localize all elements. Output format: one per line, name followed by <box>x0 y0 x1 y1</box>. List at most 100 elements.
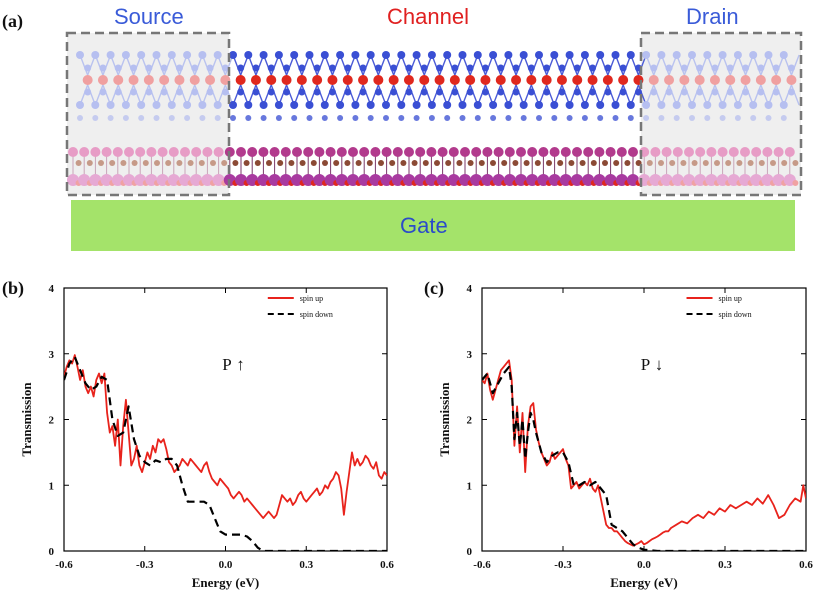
substrate-atom <box>482 147 493 157</box>
atom-edge <box>168 115 175 121</box>
atom-metal <box>572 75 583 85</box>
atom-top <box>473 51 482 59</box>
atom-mid <box>558 64 566 72</box>
atom-metal <box>82 75 93 85</box>
atom-mid <box>374 88 382 96</box>
atom-edge <box>566 115 573 121</box>
plot-frame <box>481 287 807 552</box>
atom-metal <box>664 75 675 85</box>
atom-bottom <box>76 101 84 109</box>
substrate-atom <box>109 160 116 166</box>
y-tick-label: 0 <box>49 546 55 558</box>
x-tick-label: 0.0 <box>219 559 233 571</box>
atom-bottom <box>504 101 513 109</box>
atom-mid <box>680 88 688 96</box>
atom-metal <box>587 75 598 85</box>
atom-edge <box>581 115 588 121</box>
atom-bottom <box>657 101 666 109</box>
atom-mid <box>390 88 398 96</box>
substrate-atom <box>680 160 687 166</box>
legend-entry: spin up <box>719 294 742 303</box>
substrate-atom <box>404 147 414 157</box>
atom-mid <box>466 88 474 96</box>
atom-top <box>76 51 84 59</box>
substrate-atom <box>792 180 799 186</box>
atom-mid <box>451 88 459 96</box>
substrate-atom <box>90 147 101 157</box>
atom-metal <box>709 75 720 85</box>
atom-bottom <box>519 101 528 109</box>
atom-top <box>244 51 253 59</box>
substrate-atom <box>672 147 683 157</box>
atom-mid <box>436 88 444 96</box>
atom-top <box>688 51 696 59</box>
atom-mid <box>757 64 765 72</box>
atom-top <box>672 51 681 59</box>
substrate-atom <box>135 147 146 157</box>
atom-mid <box>84 88 92 96</box>
atom-mid <box>221 64 229 72</box>
atom-mid <box>451 64 459 72</box>
device-structure: (a) Source Channel Drain Gate <box>2 4 803 251</box>
atom-mid <box>283 64 291 72</box>
atom-edge <box>77 115 83 121</box>
atom-edge <box>398 115 405 121</box>
substrate-atom <box>740 147 750 157</box>
atom-edge <box>184 115 191 121</box>
atom-mid <box>298 88 306 96</box>
source-dashed-box <box>65 31 231 197</box>
atom-mid <box>650 88 658 96</box>
atom-mid <box>99 88 107 96</box>
atom-mid <box>405 64 413 72</box>
atom-mid <box>252 88 260 96</box>
substrate-atom <box>359 147 370 157</box>
y-tick-label: 1 <box>467 480 473 492</box>
atom-mid <box>359 88 367 96</box>
substrate-atom <box>773 147 784 157</box>
atom-edge <box>474 115 481 121</box>
substrate-atom <box>120 160 127 166</box>
series-line-spin-down <box>64 355 387 551</box>
atom-top <box>626 51 635 59</box>
atom-mid <box>252 64 260 72</box>
atom-mid <box>481 88 489 96</box>
atom-mid <box>191 64 199 72</box>
atom-edge <box>689 115 695 121</box>
substrate-atom <box>501 160 508 166</box>
atom-metal <box>725 75 736 85</box>
atom-edge <box>367 115 374 121</box>
substrate-atom <box>292 147 302 157</box>
atom-top <box>366 51 375 59</box>
substrate-atom <box>583 147 594 157</box>
atom-edge <box>459 115 466 121</box>
atom-mid <box>160 88 168 96</box>
atom-mid <box>772 88 780 96</box>
substrate-atom <box>781 160 788 166</box>
x-tick-label: 0.3 <box>299 559 313 571</box>
substrate-atom <box>154 160 160 166</box>
atom-metal <box>159 75 170 85</box>
atom-metal <box>480 75 491 85</box>
atom-edge <box>536 115 542 121</box>
atom-mid <box>589 88 597 96</box>
substrate-atom <box>572 147 582 157</box>
drain-label: Drain <box>686 4 739 29</box>
substrate-atom <box>523 160 530 166</box>
series-line-spin-up <box>64 354 387 519</box>
atom-top <box>397 51 406 59</box>
y-tick-label: 2 <box>467 415 473 427</box>
atom-mid <box>237 64 245 72</box>
substrate-atom <box>691 160 698 166</box>
substrate-atom <box>516 147 526 157</box>
atom-mid <box>145 64 153 72</box>
atom-edge <box>551 115 558 121</box>
atom-top <box>642 51 651 59</box>
atom-metal <box>205 75 216 85</box>
substrate-atom <box>538 147 549 157</box>
atom-bottom <box>733 101 742 109</box>
atom-metal <box>266 75 277 85</box>
atom-top <box>550 51 559 59</box>
drain-dashed-box <box>639 31 803 197</box>
atom-bottom <box>91 101 100 109</box>
atom-edge <box>413 115 420 121</box>
